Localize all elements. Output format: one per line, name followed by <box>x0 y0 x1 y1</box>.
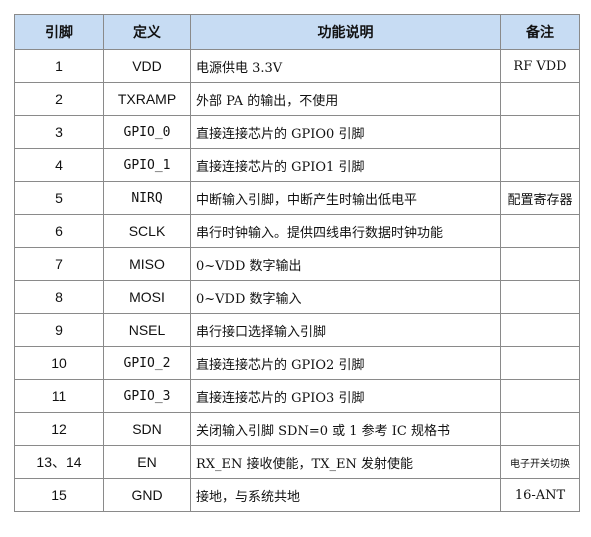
pin-note <box>500 148 580 182</box>
pin-number: 5 <box>14 181 104 215</box>
pin-number: 11 <box>14 379 104 413</box>
pin-number: 7 <box>14 247 104 281</box>
pin-note <box>500 313 580 347</box>
pin-number: 3 <box>14 115 104 149</box>
pin-definition: GPIO_1 <box>103 148 191 182</box>
pin-description: 0~VDD 数字输入 <box>190 280 501 314</box>
pin-description: 关闭输入引脚 SDN=0 或 1 参考 IC 规格书 <box>190 412 501 446</box>
pin-definition: EN <box>103 445 191 479</box>
table-row: 11 GPIO_3 直接连接芯片的 GPIO3 引脚 <box>14 379 580 413</box>
table-row: 1 VDD 电源供电 3.3V RF VDD <box>14 49 580 83</box>
pin-number: 8 <box>14 280 104 314</box>
pin-note: 配置寄存器 <box>500 181 580 215</box>
pin-number: 4 <box>14 148 104 182</box>
table-row: 15 GND 接地，与系统共地 16-ANT <box>14 478 580 512</box>
pin-number: 13、14 <box>14 445 104 479</box>
table-row: 3 GPIO_0 直接连接芯片的 GPIO0 引脚 <box>14 115 580 149</box>
pin-description: 0~VDD 数字输出 <box>190 247 501 281</box>
pin-definition: GND <box>103 478 191 512</box>
pin-number: 2 <box>14 82 104 116</box>
pin-note <box>500 412 580 446</box>
table-row: 4 GPIO_1 直接连接芯片的 GPIO1 引脚 <box>14 148 580 182</box>
pin-note <box>500 247 580 281</box>
pin-definition: GPIO_2 <box>103 346 191 380</box>
pin-description: 串行时钟输入。提供四线串行数据时钟功能 <box>190 214 501 248</box>
table-row: 5 NIRQ 中断输入引脚，中断产生时输出低电平 配置寄存器 <box>14 181 580 215</box>
pin-definition: SDN <box>103 412 191 446</box>
pin-number: 1 <box>14 49 104 83</box>
pin-note <box>500 280 580 314</box>
pin-description: 直接连接芯片的 GPIO1 引脚 <box>190 148 501 182</box>
table-header-row: 引脚 定义 功能说明 备注 <box>14 14 580 50</box>
pin-description: 电源供电 3.3V <box>190 49 501 83</box>
pin-description: 中断输入引脚，中断产生时输出低电平 <box>190 181 501 215</box>
pin-description: RX_EN 接收使能，TX_EN 发射使能 <box>190 445 501 479</box>
pin-definition: MOSI <box>103 280 191 314</box>
table-row: 9 NSEL 串行接口选择输入引脚 <box>14 313 580 347</box>
pin-description: 直接连接芯片的 GPIO3 引脚 <box>190 379 501 413</box>
pin-description: 串行接口选择输入引脚 <box>190 313 501 347</box>
pin-definition: SCLK <box>103 214 191 248</box>
pin-description: 直接连接芯片的 GPIO2 引脚 <box>190 346 501 380</box>
pin-note <box>500 115 580 149</box>
pin-note <box>500 346 580 380</box>
pin-note <box>500 379 580 413</box>
pin-number: 10 <box>14 346 104 380</box>
table-row: 13、14 EN RX_EN 接收使能，TX_EN 发射使能 电子开关切换 <box>14 445 580 479</box>
header-definition: 定义 <box>103 14 191 50</box>
header-description: 功能说明 <box>190 14 501 50</box>
pin-definition: MISO <box>103 247 191 281</box>
pin-description: 接地，与系统共地 <box>190 478 501 512</box>
table-row: 2 TXRAMP 外部 PA 的输出，不使用 <box>14 82 580 116</box>
pin-definition: NSEL <box>103 313 191 347</box>
pin-definition: GPIO_3 <box>103 379 191 413</box>
pin-note <box>500 82 580 116</box>
table-row: 12 SDN 关闭输入引脚 SDN=0 或 1 参考 IC 规格书 <box>14 412 580 446</box>
table-row: 7 MISO 0~VDD 数字输出 <box>14 247 580 281</box>
pin-number: 12 <box>14 412 104 446</box>
pin-note: 电子开关切换 <box>500 445 580 479</box>
table-row: 8 MOSI 0~VDD 数字输入 <box>14 280 580 314</box>
pin-definition: GPIO_0 <box>103 115 191 149</box>
table-row: 6 SCLK 串行时钟输入。提供四线串行数据时钟功能 <box>14 214 580 248</box>
pin-note: RF VDD <box>500 49 580 83</box>
pin-number: 9 <box>14 313 104 347</box>
header-pin: 引脚 <box>14 14 104 50</box>
table-row: 10 GPIO_2 直接连接芯片的 GPIO2 引脚 <box>14 346 580 380</box>
header-note: 备注 <box>500 14 580 50</box>
pin-number: 15 <box>14 478 104 512</box>
pin-definition: NIRQ <box>103 181 191 215</box>
pin-description: 直接连接芯片的 GPIO0 引脚 <box>190 115 501 149</box>
pin-definition-table: 引脚 定义 功能说明 备注 1 VDD 电源供电 3.3V RF VDD 2 T… <box>14 14 580 512</box>
pin-note: 16-ANT <box>500 478 580 512</box>
pin-note <box>500 214 580 248</box>
pin-definition: VDD <box>103 49 191 83</box>
pin-number: 6 <box>14 214 104 248</box>
pin-definition: TXRAMP <box>103 82 191 116</box>
pin-description: 外部 PA 的输出，不使用 <box>190 82 501 116</box>
